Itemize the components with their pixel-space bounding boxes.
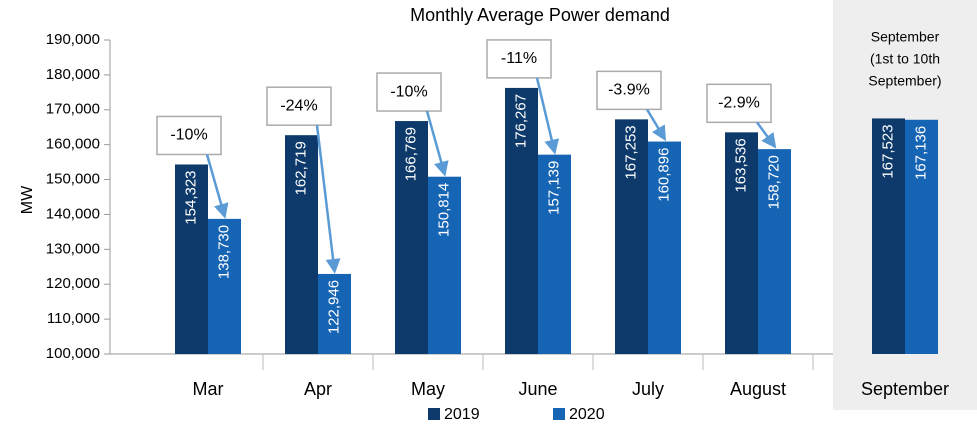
bar — [648, 141, 681, 354]
y-tick-label: 140,000 — [46, 205, 100, 222]
value-label: 150,814 — [435, 183, 452, 237]
chart-title: Monthly Average Power demand — [410, 5, 670, 25]
value-label: 158,720 — [765, 155, 782, 209]
highlight-note: (1st to 10th — [870, 51, 940, 67]
value-label: 176,267 — [512, 94, 529, 148]
change-label: -3.9% — [608, 82, 650, 99]
y-tick-label: 180,000 — [46, 66, 100, 83]
legend-label: 2019 — [444, 406, 480, 423]
y-tick-label: 170,000 — [46, 101, 100, 118]
value-label: 154,323 — [182, 170, 199, 224]
value-label: 163,536 — [732, 138, 749, 192]
x-tick-label: Mar — [193, 379, 224, 399]
change-box — [486, 39, 552, 79]
x-tick-label: Apr — [304, 379, 332, 399]
x-tick-label: May — [411, 379, 445, 399]
x-tick-label: June — [518, 379, 557, 399]
bar — [318, 273, 351, 354]
change-arrow — [645, 108, 667, 142]
bar — [615, 119, 648, 354]
y-tick-label: 110,000 — [47, 310, 100, 327]
bar — [175, 164, 208, 354]
bar — [725, 132, 758, 354]
bar — [905, 119, 938, 354]
x-tick-label: August — [730, 379, 786, 399]
value-label: 167,523 — [879, 124, 896, 178]
change-arrow — [425, 110, 449, 177]
value-label: 122,946 — [325, 280, 342, 334]
change-arrow — [535, 77, 560, 155]
y-tick-label: 160,000 — [46, 136, 100, 153]
change-box — [266, 86, 332, 126]
highlight-note: September) — [868, 73, 941, 89]
bar — [208, 218, 241, 354]
y-tick-label: 190,000 — [46, 31, 100, 48]
y-tick-label: 100,000 — [46, 345, 100, 362]
change-arrow — [755, 121, 777, 149]
x-tick-label: July — [632, 379, 664, 399]
bar — [758, 149, 791, 354]
value-label: 162,719 — [292, 141, 309, 195]
change-arrow — [205, 154, 229, 219]
bar — [395, 121, 428, 354]
legend-swatch — [553, 408, 565, 420]
y-tick-label: 130,000 — [46, 240, 100, 257]
y-axis-label: MW — [19, 185, 36, 214]
bar — [505, 87, 538, 355]
y-tick-label: 120,000 — [46, 275, 100, 292]
legend-label: 2020 — [569, 406, 605, 423]
bar — [538, 154, 571, 354]
change-box — [706, 83, 772, 124]
change-box — [376, 72, 442, 112]
bar — [285, 135, 318, 354]
change-arrow — [315, 125, 341, 274]
legend-swatch — [428, 408, 440, 420]
value-label: 167,253 — [622, 125, 639, 179]
change-box — [156, 115, 222, 156]
value-label: 166,769 — [402, 127, 419, 181]
value-label: 157,139 — [545, 161, 562, 215]
change-box — [596, 70, 662, 111]
value-label: 138,730 — [215, 225, 232, 279]
change-label: -24% — [280, 97, 317, 114]
change-label: -11% — [501, 50, 537, 67]
value-label: 160,896 — [655, 148, 672, 202]
y-tick-label: 150,000 — [46, 171, 100, 188]
bar — [872, 118, 905, 354]
highlight-note: September — [871, 29, 940, 45]
change-label: -2.9% — [718, 95, 760, 112]
change-label: -10% — [390, 83, 427, 100]
x-tick-label: September — [861, 379, 949, 399]
bar — [428, 176, 461, 354]
value-label: 167,136 — [912, 126, 929, 180]
change-label: -10% — [170, 127, 207, 144]
